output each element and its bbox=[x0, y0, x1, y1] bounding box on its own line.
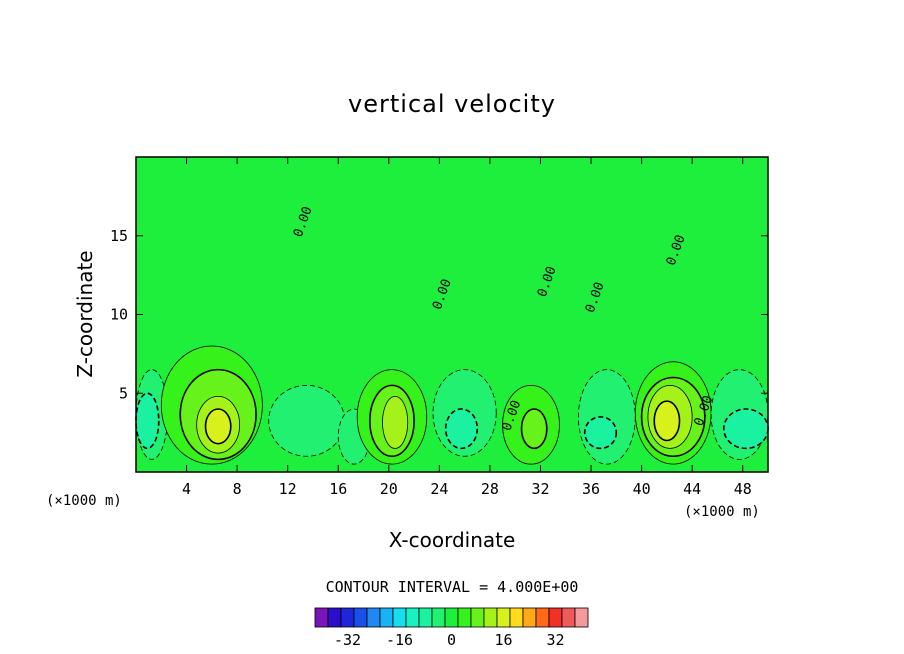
colorbar-swatch bbox=[327, 607, 342, 628]
x-tick-label: 28 bbox=[481, 480, 499, 498]
y-axis-label: Z-coordinate bbox=[73, 250, 97, 377]
velocity-field bbox=[135, 157, 769, 472]
colorbar-swatch bbox=[353, 607, 368, 628]
colorbar-swatch bbox=[379, 607, 394, 628]
y-tick-label: 10 bbox=[110, 306, 128, 324]
colorbar-swatch bbox=[574, 607, 589, 628]
colorbar-tick-label: 0 bbox=[447, 631, 456, 649]
colorbar-swatch bbox=[431, 607, 446, 628]
colorbar: -32 -16 0 16 32 bbox=[314, 607, 589, 649]
field-cell bbox=[204, 408, 232, 445]
y-axis-units: (×1000 m) bbox=[684, 504, 760, 520]
colorbar-swatch bbox=[340, 607, 355, 628]
x-tick-label: 36 bbox=[582, 480, 600, 498]
colorbar-tick-label: -32 bbox=[334, 631, 361, 649]
x-axis: 4 8 12 16 20 24 28 32 36 40 44 48 bbox=[182, 157, 752, 498]
y-tick-label: 5 bbox=[119, 384, 128, 402]
field-cell bbox=[444, 408, 479, 450]
colorbar-swatch bbox=[561, 607, 576, 628]
field-cell bbox=[268, 384, 345, 457]
x-axis-label: X-coordinate bbox=[389, 528, 516, 552]
y-tick-label: 15 bbox=[110, 227, 128, 245]
x-tick-label: 44 bbox=[683, 480, 701, 498]
x-tick-label: 20 bbox=[380, 480, 398, 498]
field-cell bbox=[653, 400, 681, 442]
field-cell bbox=[135, 392, 160, 450]
field-cell bbox=[583, 416, 618, 450]
contour-interval: CONTOUR INTERVAL = 4.000E+00 bbox=[326, 578, 579, 596]
colorbar-swatch bbox=[483, 607, 498, 628]
x-tick-label: 32 bbox=[531, 480, 549, 498]
field-cell bbox=[382, 396, 409, 449]
colorbar-tick-label: 32 bbox=[546, 631, 564, 649]
colorbar-swatch bbox=[392, 607, 407, 628]
x-tick-label: 24 bbox=[430, 480, 448, 498]
colorbar-swatch bbox=[470, 607, 485, 628]
colorbar-swatch bbox=[522, 607, 537, 628]
colorbar-swatch bbox=[314, 607, 329, 628]
colorbar-tick-label: -16 bbox=[386, 631, 413, 649]
y-axis: 5 10 15 bbox=[110, 227, 768, 402]
colorbar-swatch bbox=[509, 607, 524, 628]
x-tick-label: 40 bbox=[633, 480, 651, 498]
field-cell bbox=[520, 408, 548, 450]
colorbar-swatch bbox=[496, 607, 511, 628]
x-tick-label: 8 bbox=[233, 480, 242, 498]
x-axis-units: (×1000 m) bbox=[46, 493, 122, 509]
colorbar-tick-label: 16 bbox=[494, 631, 512, 649]
field-cell bbox=[578, 369, 636, 465]
colorbar-swatch bbox=[457, 607, 472, 628]
chart-title: vertical velocity bbox=[348, 90, 556, 118]
x-tick-label: 48 bbox=[734, 480, 752, 498]
colorbar-swatch bbox=[444, 607, 459, 628]
field-cell bbox=[722, 408, 769, 450]
x-tick-label: 12 bbox=[279, 480, 297, 498]
colorbar-swatch bbox=[535, 607, 550, 628]
x-tick-label: 4 bbox=[182, 480, 191, 498]
colorbar-swatch bbox=[405, 607, 420, 628]
colorbar-swatch bbox=[366, 607, 381, 628]
x-tick-label: 16 bbox=[329, 480, 347, 498]
colorbar-swatch bbox=[418, 607, 433, 628]
colorbar-swatch bbox=[548, 607, 563, 628]
